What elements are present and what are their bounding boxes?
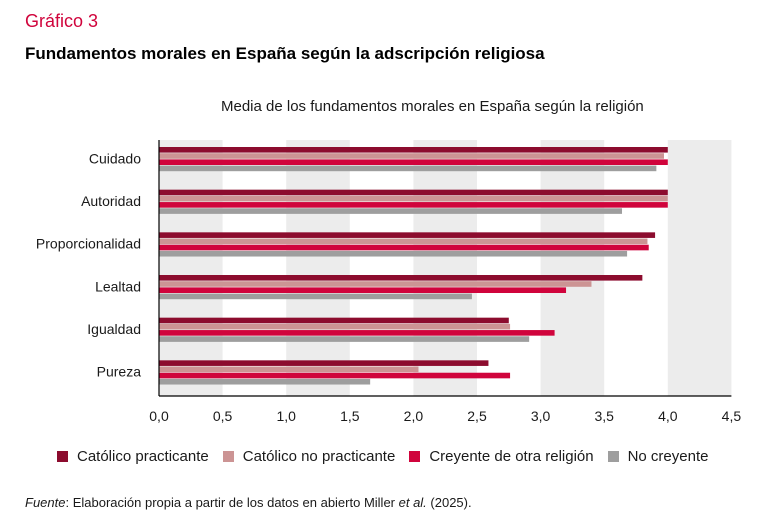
x-tick-label: 1,0 xyxy=(276,408,296,424)
bar-autoridad-1 xyxy=(159,195,668,202)
source-text-after: (2025). xyxy=(426,495,472,510)
bar-proporcionalidad-2 xyxy=(159,244,649,251)
legend-swatch xyxy=(57,451,68,462)
x-tick-label: 3,5 xyxy=(594,408,614,424)
legend-item: No creyente xyxy=(607,448,709,465)
bar-cuidado-2 xyxy=(159,159,668,165)
legend-swatch xyxy=(607,451,619,462)
legend-label: No creyente xyxy=(627,448,709,465)
source-italic: et al. xyxy=(398,495,427,510)
bar-cuidado-3 xyxy=(159,165,657,172)
bar-proporcionalidad-1 xyxy=(159,238,648,245)
category-label: Pureza xyxy=(97,364,142,380)
x-tick-label: 0,5 xyxy=(213,408,233,424)
bar-lealtad-0 xyxy=(159,275,643,281)
legend-label: Creyente de otra religión xyxy=(429,448,594,465)
legend-swatch xyxy=(409,451,421,462)
bar-autoridad-2 xyxy=(159,202,668,208)
legend-label: Católico practicante xyxy=(77,448,209,465)
bar-proporcionalidad-3 xyxy=(159,250,628,257)
legend: Católico practicante Católico no practica… xyxy=(57,448,722,465)
chart-main-title: Fundamentos morales en España según la a… xyxy=(25,44,545,63)
bar-pureza-3 xyxy=(159,378,371,385)
chart-subtitle: Media de los fundamentos morales en Espa… xyxy=(221,98,644,115)
x-tick-label: 2,0 xyxy=(404,408,424,424)
bar-cuidado-1 xyxy=(159,153,664,159)
bar-autoridad-3 xyxy=(159,208,623,214)
source-label: Fuente xyxy=(25,495,66,510)
category-label: Cuidado xyxy=(89,150,141,166)
grid-band xyxy=(159,140,223,396)
x-tick-label: 2,5 xyxy=(467,408,487,424)
grid-band xyxy=(286,140,350,396)
grid-band xyxy=(667,140,732,396)
x-tick-label: 3,0 xyxy=(531,408,551,424)
category-label: Lealtad xyxy=(95,278,141,294)
chart-kicker: Gráfico 3 xyxy=(25,11,99,31)
grid-band xyxy=(540,140,605,396)
x-tick-label: 4,0 xyxy=(658,408,678,424)
legend-label: Católico no practicante xyxy=(242,448,396,465)
bar-lealtad-3 xyxy=(159,293,472,300)
bar-lealtad-2 xyxy=(159,287,567,293)
x-tick-label: 1,5 xyxy=(340,408,360,424)
bar-pureza-1 xyxy=(159,366,419,373)
legend-swatch xyxy=(222,451,234,462)
bar-proporcionalidad-0 xyxy=(159,232,656,238)
legend-item: Católico practicante xyxy=(57,448,209,465)
bar-igualdad-3 xyxy=(159,336,530,342)
bar-cuidado-0 xyxy=(159,147,668,153)
bar-igualdad-1 xyxy=(159,323,511,330)
grid-band xyxy=(413,140,477,396)
bar-pureza-0 xyxy=(159,360,489,366)
x-tick-label: 0,0 xyxy=(149,408,169,424)
category-label: Igualdad xyxy=(87,321,141,337)
bar-pureza-2 xyxy=(159,372,511,379)
legend-item: Creyente de otra religión xyxy=(409,448,594,465)
category-label: Proporcionalidad xyxy=(36,236,141,252)
legend-item: Católico no practicante xyxy=(222,448,396,465)
bar-igualdad-0 xyxy=(159,317,509,324)
source-text-before: : Elaboración propia a partir de los dat… xyxy=(65,495,399,510)
x-tick-label: 4,5 xyxy=(722,408,742,424)
bar-igualdad-2 xyxy=(159,330,555,336)
source-note: Fuente: Elaboración propia a partir de l… xyxy=(25,495,472,510)
category-label: Autoridad xyxy=(81,193,141,209)
bar-autoridad-0 xyxy=(159,189,668,196)
bar-lealtad-1 xyxy=(159,281,592,287)
